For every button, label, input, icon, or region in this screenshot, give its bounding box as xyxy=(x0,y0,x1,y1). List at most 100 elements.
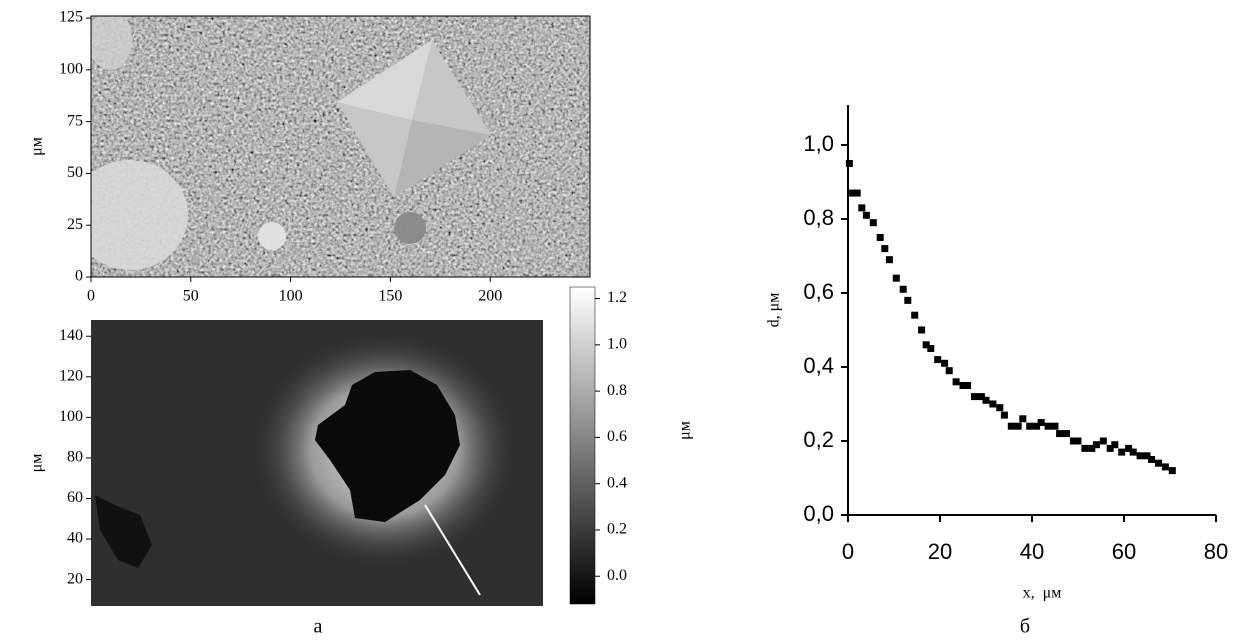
y-tick-label: 0,8 xyxy=(803,205,834,230)
data-point xyxy=(1007,422,1015,430)
data-point xyxy=(1129,448,1137,456)
data-point xyxy=(1088,444,1096,452)
image-specks xyxy=(91,16,590,277)
colorbar-tick-label: 1.0 xyxy=(607,336,627,353)
colorbar-tick-label: 1.2 xyxy=(607,289,627,306)
data-point xyxy=(881,245,889,253)
data-point xyxy=(849,189,857,197)
height-map xyxy=(91,320,543,606)
panel-caption: а xyxy=(314,616,323,638)
map-spot xyxy=(95,495,152,568)
y-tick-label: 25 xyxy=(67,216,83,233)
y-tick-label: 75 xyxy=(67,112,83,129)
x-tick-label: 60 xyxy=(1112,539,1136,564)
y-tick-label: 140 xyxy=(59,327,83,344)
data-point xyxy=(858,204,866,212)
data-point xyxy=(1136,452,1144,460)
data-point xyxy=(989,400,997,408)
y-tick-label: 80 xyxy=(67,449,83,466)
data-point xyxy=(1026,422,1034,430)
y-tick-label: 0,6 xyxy=(803,279,834,304)
y-tick-label: 120 xyxy=(59,367,83,384)
data-point xyxy=(1074,437,1082,445)
data-point xyxy=(1155,459,1162,467)
y-axis-label: μм xyxy=(29,454,46,473)
data-point xyxy=(853,189,861,197)
data-point xyxy=(1118,448,1126,456)
colorbar xyxy=(569,286,596,605)
data-point xyxy=(922,341,930,349)
colorbar-tick-label: 0.0 xyxy=(607,567,627,584)
colorbar-tick-label: 0.4 xyxy=(607,474,627,491)
y-tick-label: 0,4 xyxy=(803,353,834,378)
optical-image xyxy=(91,16,590,277)
data-point xyxy=(876,233,884,241)
data-point xyxy=(1099,437,1107,445)
y-tick-label: 0,0 xyxy=(803,501,834,526)
data-point xyxy=(1081,444,1089,452)
data-point xyxy=(964,381,972,389)
x-tick-label: 80 xyxy=(1204,539,1228,564)
colorbar-label: μм xyxy=(677,421,694,440)
x-tick-label: 0 xyxy=(842,539,854,564)
data-point xyxy=(977,393,985,401)
x-tick-label: 50 xyxy=(183,288,199,305)
data-point xyxy=(952,378,960,386)
y-tick-label: 60 xyxy=(67,489,83,506)
data-point xyxy=(1056,430,1064,438)
data-point xyxy=(971,393,978,401)
x-tick-label: 40 xyxy=(1020,539,1044,564)
colorbar-tick-label: 0.8 xyxy=(607,382,627,399)
data-point xyxy=(862,211,870,219)
x-tick-label: 0 xyxy=(87,288,95,305)
x-tick-label: 150 xyxy=(378,288,402,305)
data-point xyxy=(892,274,900,282)
data-point xyxy=(982,396,990,404)
data-point xyxy=(1161,463,1169,471)
data-point xyxy=(1044,422,1052,430)
data-point xyxy=(885,256,893,264)
y-tick-label: 1,0 xyxy=(803,131,834,156)
x-axis-label: x, μм xyxy=(1023,585,1062,602)
map-crater xyxy=(315,370,460,522)
y-tick-label: 0 xyxy=(75,268,83,285)
data-point xyxy=(934,356,942,364)
data-point xyxy=(1069,437,1077,445)
y-axis-label: d, μм xyxy=(766,293,783,328)
panel-caption: б xyxy=(1020,616,1030,638)
data-point xyxy=(1063,430,1070,438)
y-tick-label: 125 xyxy=(59,9,83,26)
data-point xyxy=(1037,418,1045,426)
data-point xyxy=(904,296,912,304)
y-tick-label: 100 xyxy=(59,61,83,78)
data-point xyxy=(941,359,949,367)
image-frame xyxy=(90,15,591,278)
y-tick-label: 100 xyxy=(59,408,83,425)
x-tick-label: 100 xyxy=(279,288,303,305)
data-point xyxy=(1106,444,1114,452)
data-point xyxy=(1014,422,1022,430)
data-point xyxy=(1168,467,1176,475)
profile-line xyxy=(424,504,481,596)
colorbar-tick-label: 0.6 xyxy=(607,428,627,445)
data-point xyxy=(1092,441,1100,449)
data-point xyxy=(959,381,967,389)
data-point xyxy=(1125,444,1133,452)
data-point xyxy=(845,159,853,167)
data-point xyxy=(1111,441,1119,449)
x-tick-label: 20 xyxy=(928,539,952,564)
data-point xyxy=(1051,422,1059,430)
data-point xyxy=(1000,411,1008,419)
colorbar-tick-label: 0.2 xyxy=(607,521,627,538)
data-point xyxy=(1033,422,1041,430)
y-tick-label: 20 xyxy=(67,570,83,587)
x-tick-label: 200 xyxy=(478,288,502,305)
y-axis-label: μм xyxy=(29,137,46,156)
data-point xyxy=(996,404,1004,412)
data-point xyxy=(1019,415,1027,423)
data-point xyxy=(1143,452,1151,460)
y-tick-label: 40 xyxy=(67,530,83,547)
data-point xyxy=(899,285,907,293)
data-point xyxy=(911,311,919,319)
